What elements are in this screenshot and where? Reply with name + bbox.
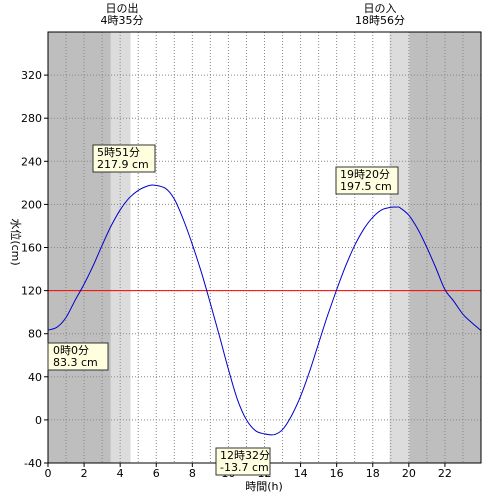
y-axis-label: 水位(cm) (9, 218, 23, 265)
x-tick-label: 22 (438, 467, 452, 480)
sunrise-time: 4時35分 (101, 14, 144, 27)
y-tick-label: -40 (24, 457, 42, 470)
x-tick-label: 0 (45, 467, 52, 480)
tide-series-line (47, 184, 482, 436)
y-tick-label: 320 (21, 69, 42, 82)
callout-start-time: 0時0分 (53, 344, 89, 357)
y-tick-label: 280 (21, 112, 42, 125)
callout-high-2: 19時20分 197.5 cm (335, 166, 399, 195)
y-tick-label: 40 (28, 371, 42, 384)
sunset-time: 18時56分 (355, 14, 405, 27)
grid-lines (48, 32, 481, 463)
night-band-evening (409, 32, 481, 463)
x-tick-label: 14 (294, 467, 308, 480)
y-tick-label: 240 (21, 155, 42, 168)
callout-high-1: 5時51分 217.9 cm (92, 144, 156, 173)
y-tick-label: 80 (28, 328, 42, 341)
callout-low-time: 12時32分 (220, 449, 270, 462)
x-axis-label: 時間(h) (245, 480, 283, 493)
night-band-morning (48, 32, 111, 463)
y-tick-label: 120 (21, 285, 42, 298)
day-band (130, 32, 390, 463)
y-tick-label: 160 (21, 242, 42, 255)
x-tick-label: 2 (81, 467, 88, 480)
daylight-bands (48, 32, 481, 463)
callout-high-2-value: 197.5 cm (340, 180, 392, 193)
y-axis-ticks: -40 0 40 80 120 160 200 240 280 320 (21, 69, 48, 470)
x-tick-label: 8 (189, 467, 196, 480)
x-tick-label: 6 (153, 467, 160, 480)
sunset-label: 日の入 (364, 2, 397, 15)
callout-high-2-time: 19時20分 (340, 168, 390, 181)
y-tick-label: 0 (35, 414, 42, 427)
callout-low: 12時32分 -13.7 cm (215, 447, 271, 476)
callout-low-value: -13.7 cm (220, 461, 269, 474)
y-tick-label: 200 (21, 198, 42, 211)
callout-start-value: 83.3 cm (53, 356, 98, 369)
callout-high-1-value: 217.9 cm (97, 158, 149, 171)
x-tick-label: 4 (117, 467, 124, 480)
callout-start: 0時0分 83.3 cm (47, 342, 109, 371)
sunrise-label: 日の出 (106, 1, 139, 15)
x-tick-label: 20 (402, 467, 416, 480)
callout-high-1-time: 5時51分 (97, 146, 140, 159)
x-tick-label: 18 (366, 467, 380, 480)
x-tick-label: 16 (330, 467, 344, 480)
